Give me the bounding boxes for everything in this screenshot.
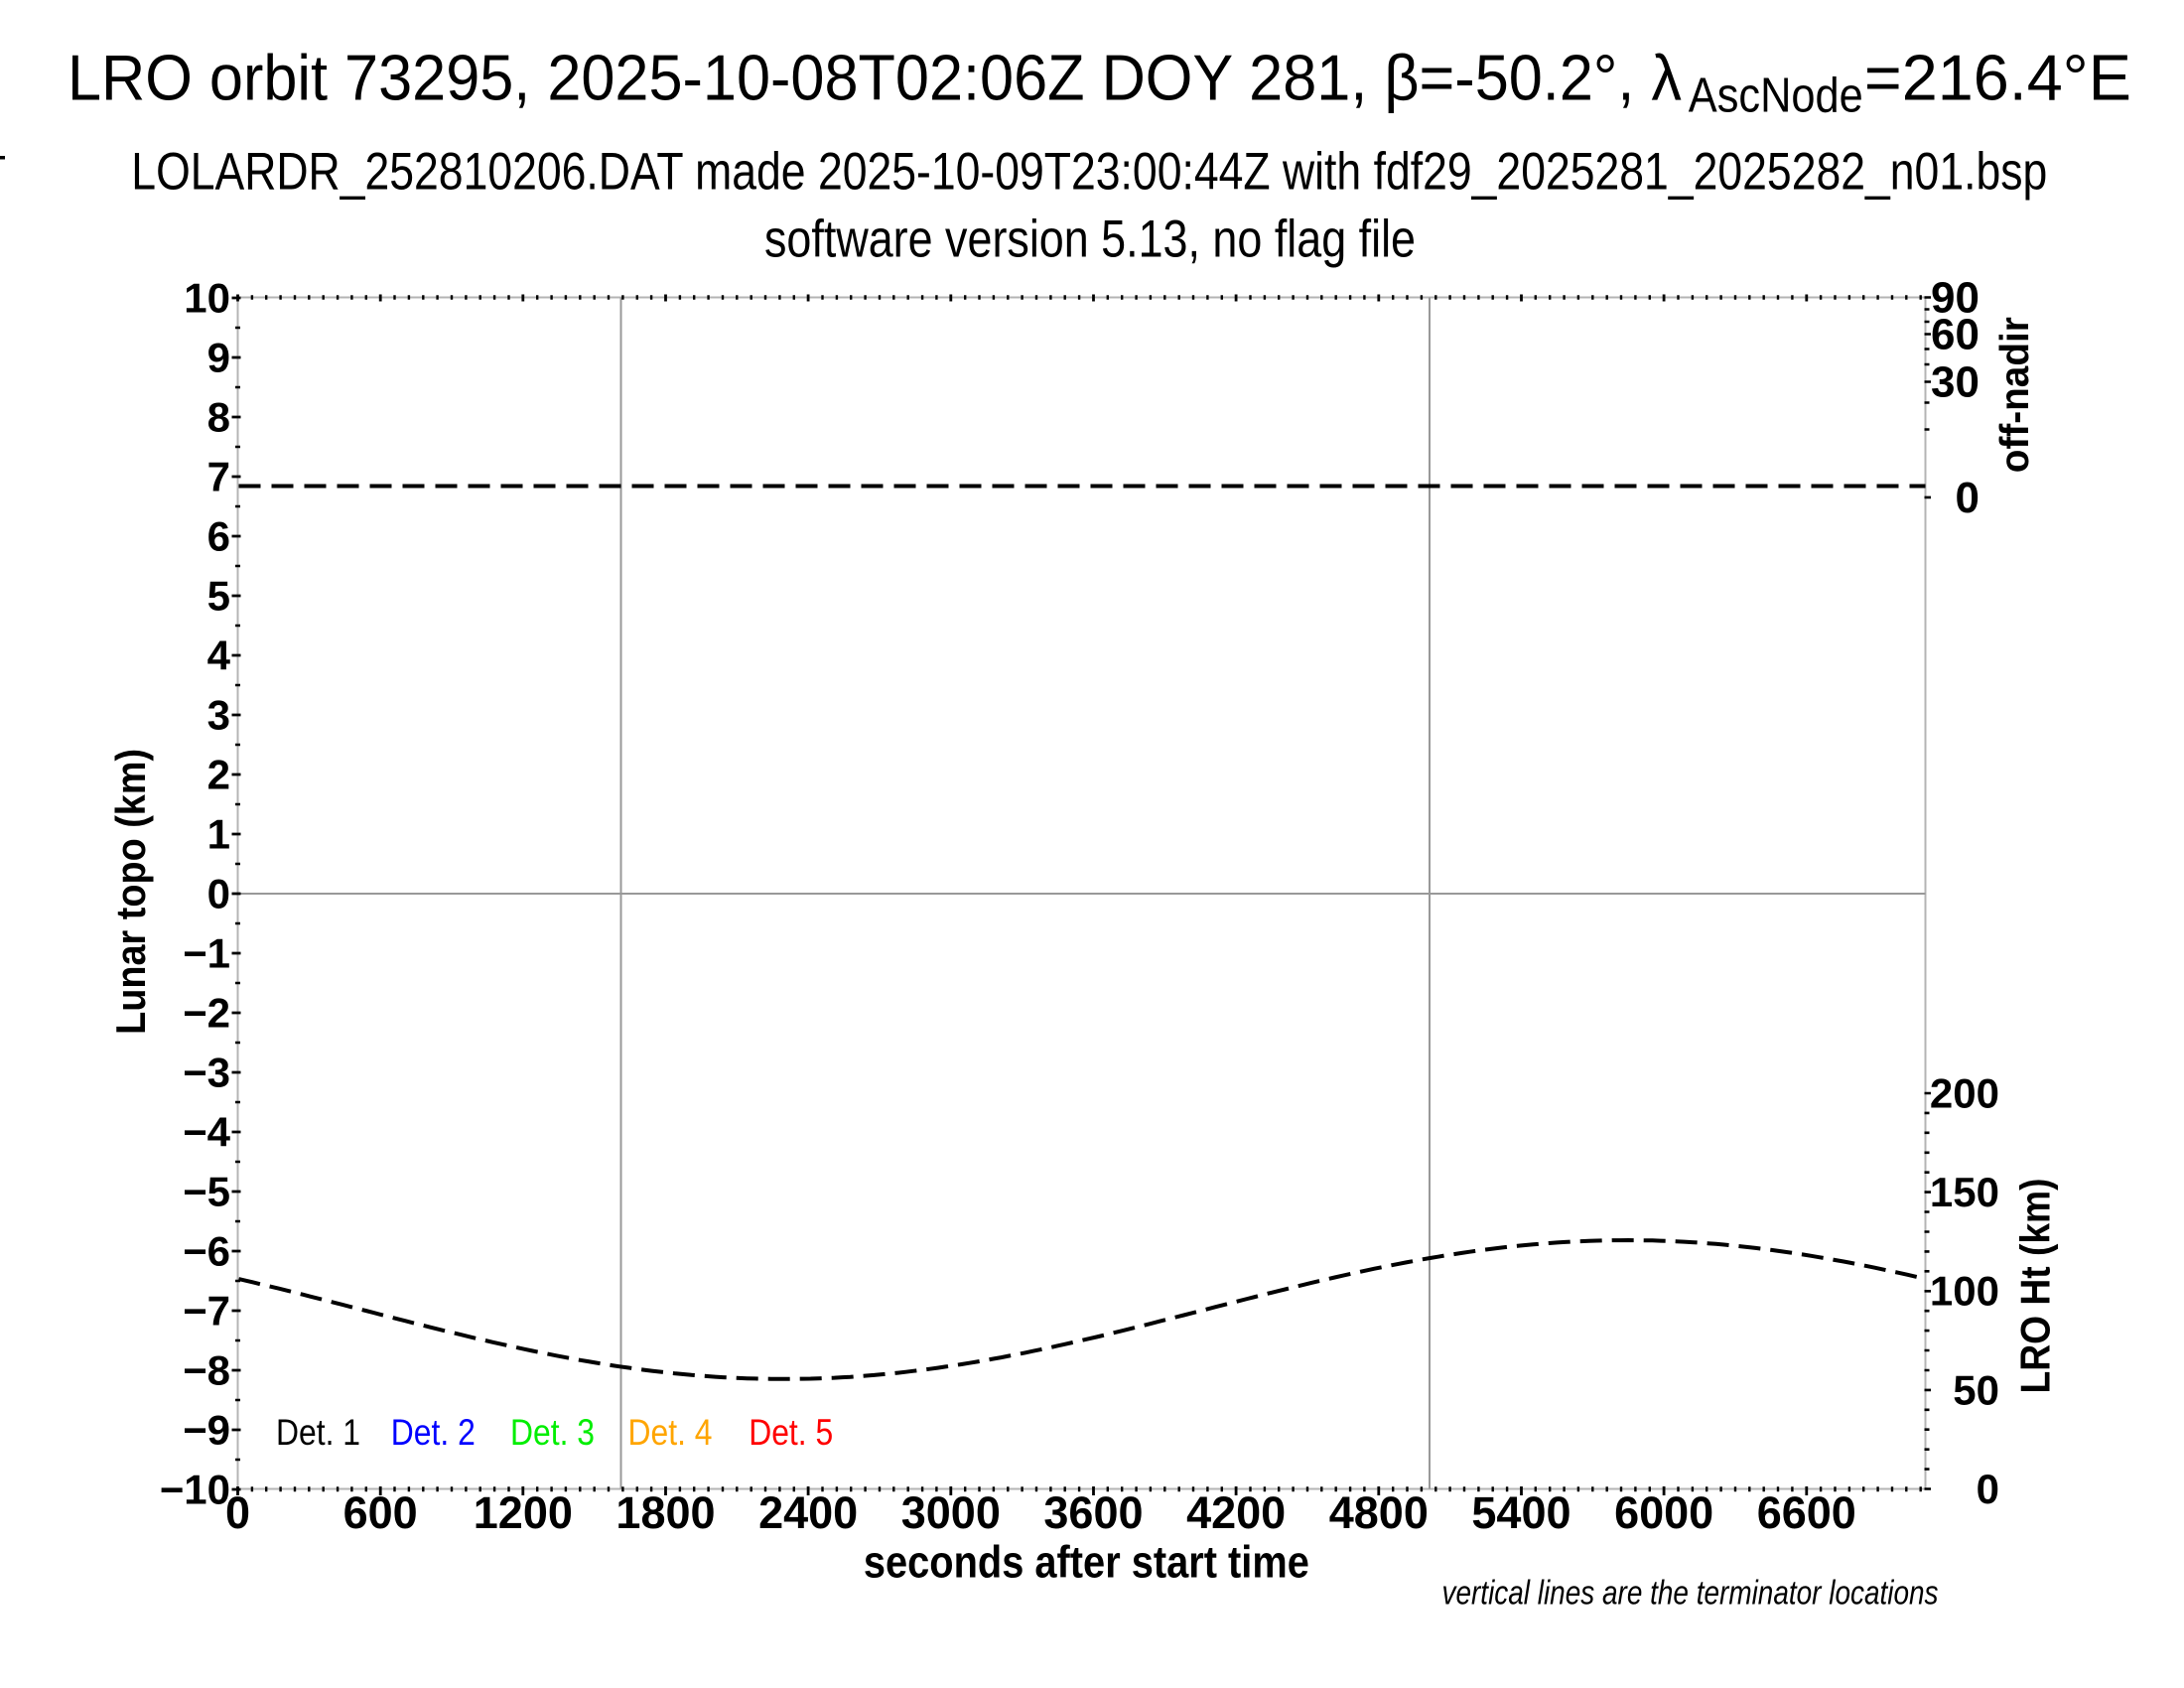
svg-text:seconds after start time: seconds after start time <box>864 1537 1309 1588</box>
svg-text:Lunar topo (km): Lunar topo (km) <box>107 749 154 1035</box>
svg-text:0: 0 <box>225 1487 250 1538</box>
svg-text:−5: −5 <box>183 1168 230 1214</box>
svg-text:9: 9 <box>207 334 230 380</box>
svg-text:−7: −7 <box>183 1287 230 1334</box>
svg-text:50: 50 <box>1953 1366 1999 1413</box>
svg-text:0: 0 <box>1977 1466 1999 1512</box>
svg-text:5: 5 <box>207 572 230 619</box>
svg-text:−10: −10 <box>160 1466 230 1512</box>
svg-text:−9: −9 <box>183 1406 230 1453</box>
svg-text:LRO Ht (km): LRO Ht (km) <box>2012 1179 2059 1394</box>
svg-text:0: 0 <box>207 870 230 916</box>
svg-text:software version 5.13, no flag: software version 5.13, no flag file <box>764 211 1416 269</box>
svg-text:−3: −3 <box>183 1049 230 1095</box>
svg-text:3: 3 <box>207 691 230 738</box>
svg-text:600: 600 <box>343 1487 418 1538</box>
svg-text:5400: 5400 <box>1471 1487 1570 1538</box>
svg-text:150: 150 <box>1930 1169 1999 1215</box>
svg-text:−6: −6 <box>183 1227 230 1274</box>
svg-text:3000: 3000 <box>901 1487 1001 1538</box>
svg-text:−2: −2 <box>183 989 230 1036</box>
svg-text:60: 60 <box>1931 311 1979 359</box>
svg-text:6000: 6000 <box>1614 1487 1713 1538</box>
svg-text:AscNode: AscNode <box>1689 69 1863 122</box>
svg-text:90: 90 <box>1931 274 1979 323</box>
svg-text:30: 30 <box>1931 358 1979 407</box>
svg-text:−8: −8 <box>183 1346 230 1393</box>
svg-text:vertical lines are the termina: vertical lines are the terminator locati… <box>1442 1575 1939 1613</box>
svg-text:1800: 1800 <box>615 1487 715 1538</box>
svg-text:Det. 1: Det. 1 <box>276 1412 360 1453</box>
svg-text:Det. 5: Det. 5 <box>749 1412 833 1453</box>
svg-text:0: 0 <box>1956 474 1979 522</box>
svg-text:−1: −1 <box>183 929 230 976</box>
svg-text:3600: 3600 <box>1043 1487 1143 1538</box>
svg-text:7: 7 <box>207 453 230 499</box>
svg-text:6600: 6600 <box>1757 1487 1856 1538</box>
svg-text:LOLARDR_252810206.DAT made 202: LOLARDR_252810206.DAT made 2025-10-09T23… <box>131 142 2047 201</box>
svg-text:100: 100 <box>1930 1268 1999 1315</box>
svg-text:4: 4 <box>207 632 231 678</box>
svg-text:1200: 1200 <box>474 1487 573 1538</box>
svg-text:−4: −4 <box>183 1108 231 1155</box>
svg-text:2400: 2400 <box>758 1487 858 1538</box>
svg-text:8: 8 <box>207 393 230 440</box>
svg-text:4800: 4800 <box>1329 1487 1429 1538</box>
svg-text:Det. 4: Det. 4 <box>628 1412 713 1453</box>
svg-text:6: 6 <box>207 512 230 559</box>
svg-text:off-nadir: off-nadir <box>1991 317 2037 473</box>
svg-text:4200: 4200 <box>1186 1487 1286 1538</box>
svg-text:10: 10 <box>184 274 230 321</box>
svg-text:200: 200 <box>1930 1069 1999 1116</box>
svg-text:Det. 2: Det. 2 <box>391 1412 476 1453</box>
svg-text:Det. 3: Det. 3 <box>510 1412 595 1453</box>
svg-text:2: 2 <box>207 751 230 797</box>
svg-text:1: 1 <box>207 810 230 857</box>
svg-text:LRO orbit 73295, 2025-10-08T02: LRO orbit 73295, 2025-10-08T02:06Z DOY 2… <box>68 43 1682 114</box>
svg-text:=216.4°E: =216.4°E <box>1864 43 2131 114</box>
